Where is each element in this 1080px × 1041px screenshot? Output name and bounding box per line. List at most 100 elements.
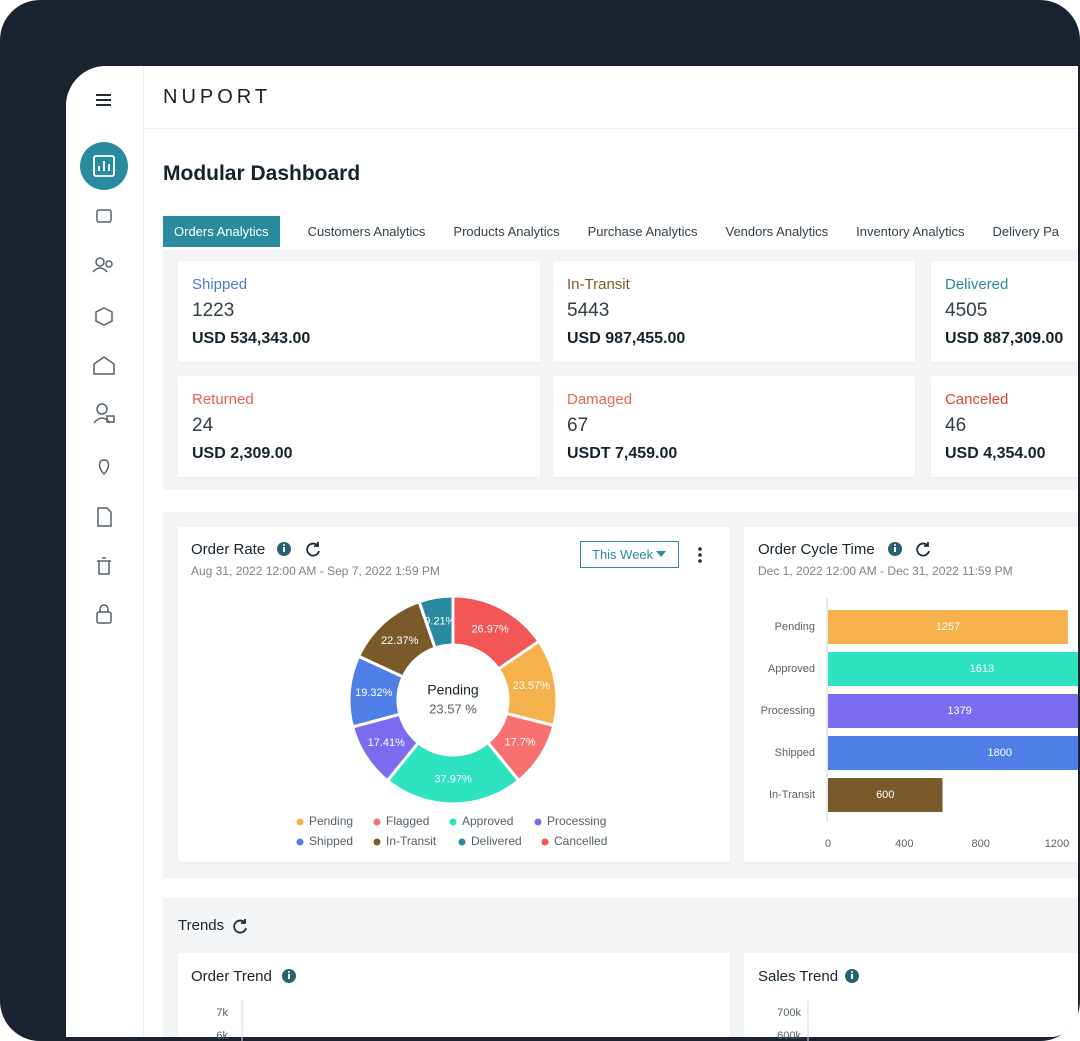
- dropdown-caret: [656, 551, 666, 557]
- legend-swatch: [541, 838, 549, 846]
- order-rate-card: [178, 527, 730, 862]
- bar: [828, 652, 1078, 686]
- stat-label: In-Transit: [567, 276, 630, 293]
- stat-label: Shipped: [192, 276, 248, 293]
- legend-label: Cancelled: [554, 834, 607, 848]
- segment-label: 17.41%: [368, 737, 406, 749]
- tab-bar: Orders Analytics Customers Analytics Produ…: [163, 216, 1078, 247]
- info-icon[interactable]: [845, 969, 859, 983]
- stat-card[interactable]: Canceled 46 USD 4,354.00: [931, 376, 1078, 477]
- x-tick-label: 1200: [1045, 838, 1069, 850]
- legend-label: In-Transit: [386, 834, 437, 848]
- stat-label: Returned: [192, 391, 254, 408]
- stat-count: 4505: [945, 300, 988, 321]
- legend-label: Processing: [547, 814, 606, 828]
- info-icon[interactable]: [282, 969, 296, 983]
- tab[interactable]: Products Analytics: [453, 224, 560, 239]
- nav-locations[interactable]: [98, 459, 110, 476]
- y-tick-label: Shipped: [775, 747, 815, 759]
- sidebar: [66, 66, 144, 1037]
- tab[interactable]: Customers Analytics: [307, 224, 426, 239]
- legend-swatch: [373, 838, 381, 846]
- stat-label: Damaged: [567, 391, 633, 408]
- order-trend-title: Order Trend: [191, 968, 272, 985]
- y-tick-label: Pending: [775, 621, 815, 633]
- sales-trend-title: Sales Trend: [758, 968, 838, 985]
- refresh-icon[interactable]: [233, 919, 247, 934]
- cycle-subtitle: Dec 1, 2022 12:00 AM - Dec 31, 2022 11:5…: [758, 564, 1013, 578]
- nav-trash[interactable]: [97, 557, 111, 575]
- legend-swatch: [296, 818, 304, 826]
- tab[interactable]: Inventory Analytics: [856, 224, 965, 239]
- nav-products[interactable]: [95, 307, 113, 326]
- stat-count: 5443: [567, 300, 610, 321]
- legend-swatch: [534, 818, 542, 826]
- legend-label: Shipped: [309, 834, 353, 848]
- tab[interactable]: Vendors Analytics: [725, 224, 829, 239]
- nav-customers[interactable]: [95, 257, 105, 267]
- order-rate-title: Order Rate: [191, 541, 265, 558]
- x-tick-label: 800: [971, 838, 989, 850]
- legend-label: Delivered: [471, 834, 522, 848]
- nav-security[interactable]: [96, 611, 112, 624]
- order-trend-card: [178, 953, 730, 1037]
- y-tick-label: 7k: [216, 1007, 228, 1019]
- stat-card[interactable]: Shipped 1223 USD 534,343.00: [178, 261, 540, 362]
- tab[interactable]: Purchase Analytics: [587, 224, 698, 239]
- brand-logo: NUPORT: [163, 86, 272, 108]
- stat-amount: USD 887,309.00: [945, 330, 1064, 347]
- refresh-icon[interactable]: [306, 542, 320, 557]
- segment-label: 26.97%: [471, 624, 509, 636]
- bar: [828, 736, 1078, 770]
- legend-swatch: [296, 838, 304, 846]
- donut-segment: [451, 594, 541, 672]
- more-menu[interactable]: [696, 546, 704, 564]
- nav-warehouse[interactable]: [93, 356, 115, 375]
- bar-value-label: 1800: [988, 747, 1012, 759]
- y-tick-label: 700k: [777, 1007, 801, 1019]
- bar-value-label: 1613: [970, 663, 994, 675]
- period-dropdown[interactable]: This Week: [580, 541, 679, 568]
- y-tick-label: In-Transit: [769, 789, 815, 801]
- stat-count: 1223: [192, 300, 235, 321]
- page-title: Modular Dashboard: [163, 162, 361, 185]
- stat-count: 67: [567, 415, 589, 436]
- x-tick-label: 0: [825, 838, 831, 850]
- bar-value-label: 1257: [936, 621, 960, 633]
- segment-label: 22.37%: [381, 635, 419, 647]
- segment-label: 37.97%: [434, 773, 472, 785]
- stat-card[interactable]: Delivered 4505 USD 887,309.00: [931, 261, 1078, 362]
- nav-documents[interactable]: [97, 507, 112, 527]
- stat-card[interactable]: In-Transit 5443 USD 987,455.00: [553, 261, 915, 362]
- segment-label: 23.57%: [513, 680, 551, 692]
- stat-card[interactable]: Returned 24 USD 2,309.00: [178, 376, 540, 477]
- segment-label: 19.32%: [355, 687, 393, 699]
- order-rate-subtitle: Aug 31, 2022 12:00 AM - Sep 7, 2022 1:59…: [191, 564, 440, 578]
- stat-count: 24: [192, 415, 214, 436]
- stat-amount: USD 2,309.00: [192, 445, 293, 462]
- y-tick-label: Approved: [768, 663, 815, 675]
- menu-icon[interactable]: [96, 94, 111, 106]
- segment-label: 9.21%: [424, 615, 455, 627]
- nav-vendors[interactable]: [96, 403, 108, 415]
- tab[interactable]: Orders Analytics: [163, 216, 280, 247]
- nav-orders[interactable]: [96, 209, 112, 223]
- stat-amount: USD 4,354.00: [945, 445, 1046, 462]
- y-tick-label: Processing: [761, 705, 815, 717]
- tab[interactable]: Delivery Pa: [992, 224, 1059, 239]
- info-icon[interactable]: [277, 542, 291, 556]
- cycle-title: Order Cycle Time: [758, 541, 875, 558]
- refresh-icon[interactable]: [916, 542, 930, 557]
- trends-title: Trends: [178, 917, 224, 934]
- y-tick-label: 6k: [216, 1030, 228, 1041]
- legend-swatch: [458, 838, 466, 846]
- info-icon[interactable]: [888, 542, 902, 556]
- top-bar: NUPORT: [144, 66, 1078, 129]
- sales-trend-card: [744, 953, 1078, 1037]
- stat-card[interactable]: Damaged 67 USDT 7,459.00: [553, 376, 915, 477]
- stat-amount: USD 534,343.00: [192, 330, 311, 347]
- legend-swatch: [449, 818, 457, 826]
- legend-swatch: [373, 818, 381, 826]
